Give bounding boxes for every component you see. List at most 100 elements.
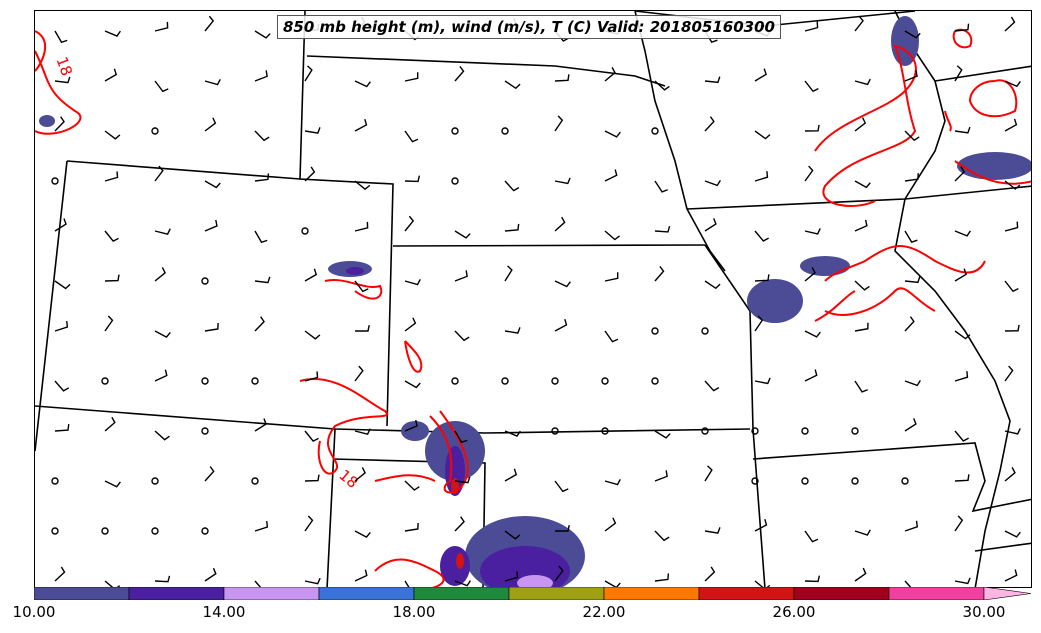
calm-wind-marker <box>201 527 209 535</box>
wind-barb <box>304 127 321 134</box>
wind-barb <box>204 180 221 189</box>
wind-barb <box>704 179 721 187</box>
wind-barb <box>204 322 219 332</box>
wind-barb <box>854 219 868 232</box>
wind-barb <box>404 72 419 82</box>
wind-barb <box>654 430 671 439</box>
wind-barb <box>654 180 668 193</box>
wind-barb <box>854 322 869 332</box>
wind-barb <box>54 116 65 132</box>
wind-barb <box>504 327 521 334</box>
wind-barb <box>754 68 767 82</box>
wind-barb <box>454 65 465 82</box>
calm-wind-marker <box>151 127 159 135</box>
calm-wind-marker <box>201 277 209 285</box>
wind-barb <box>54 320 69 332</box>
wind-barb <box>954 166 966 182</box>
wind-barb <box>954 268 967 282</box>
wind-barb <box>454 476 471 484</box>
wind-barb <box>654 265 665 282</box>
wind-barb <box>804 330 821 338</box>
wind-barb <box>1004 118 1018 132</box>
calm-wind-marker <box>851 427 859 435</box>
calm-wind-marker <box>801 477 809 485</box>
wind-barb <box>154 430 170 441</box>
wind-barb <box>1004 467 1016 482</box>
wind-barb <box>904 230 918 243</box>
wind-barb <box>354 280 369 293</box>
colorbar-tick-label: 22.00 <box>582 603 626 621</box>
wind-barb <box>954 430 969 442</box>
wind-barb <box>654 573 670 582</box>
wind-barb <box>554 216 566 232</box>
wind-barb <box>754 518 768 532</box>
wind-barb <box>754 315 764 332</box>
wind-barb <box>354 221 369 232</box>
wind-barbs <box>51 15 1021 587</box>
wind-barb <box>154 165 164 182</box>
wind-barb <box>754 171 769 182</box>
wind-barb <box>454 580 471 587</box>
wind-barb <box>554 115 564 132</box>
wind-barb <box>954 577 971 585</box>
wind-barb <box>354 428 371 435</box>
wind-barb <box>54 30 68 44</box>
wind-barb <box>154 228 171 235</box>
colorbar-cell <box>508 587 605 600</box>
calm-wind-marker <box>751 427 759 435</box>
wind-barb <box>904 316 915 332</box>
wind-barb <box>704 465 713 482</box>
wind-barb <box>454 330 470 342</box>
wind-barb <box>204 15 215 32</box>
colorbar-cell <box>698 587 795 600</box>
wind-barb <box>304 577 321 585</box>
colorbar-cell <box>888 587 985 600</box>
wind-barb <box>554 177 571 185</box>
wind-barb <box>354 118 368 132</box>
wind-barb <box>354 80 371 88</box>
wind-barb <box>404 580 410 587</box>
wind-barb <box>604 478 621 486</box>
colorbar-tick-label: 10.00 <box>12 603 56 621</box>
wind-barb <box>504 265 513 282</box>
wind-barb <box>54 280 71 290</box>
wind-barb <box>254 520 269 532</box>
calm-wind-marker <box>451 177 459 185</box>
map-plot: 18 18 <box>35 11 1031 587</box>
wind-barb <box>604 272 619 282</box>
wind-barb <box>754 580 771 587</box>
wind-barb <box>804 530 819 543</box>
wind-barb <box>104 68 118 82</box>
wind-barb <box>804 575 821 583</box>
wind-barb <box>404 480 420 491</box>
calm-wind-marker <box>101 377 109 385</box>
wind-barb <box>1004 365 1014 382</box>
wind-barb <box>304 430 319 442</box>
colorbar-tick-label: 30.00 <box>962 603 1006 621</box>
calm-wind-marker <box>301 227 309 235</box>
wind-barb <box>504 80 521 90</box>
wind-barb <box>804 21 819 32</box>
wind-barb <box>54 380 70 392</box>
calm-wind-marker <box>701 327 709 335</box>
wind-barb <box>404 419 418 432</box>
wind-barb <box>654 470 668 482</box>
wind-barb <box>304 65 313 82</box>
wind-barb <box>1004 16 1016 32</box>
wind-barb <box>404 175 421 183</box>
colorbar-cell <box>34 587 130 600</box>
wind-barb <box>54 218 67 232</box>
map-frame: 18 18 <box>34 10 1032 588</box>
calm-wind-marker <box>701 427 709 435</box>
calm-wind-marker <box>751 477 759 485</box>
wind-barb <box>854 180 871 189</box>
wind-barb <box>454 430 468 444</box>
border-utah-west <box>35 160 68 452</box>
wind-barb <box>854 280 870 291</box>
wind-barb <box>504 571 519 582</box>
wind-barb <box>404 522 419 532</box>
wind-barb <box>704 527 721 534</box>
calm-wind-marker <box>451 377 459 385</box>
wind-barb <box>254 276 271 284</box>
wind-barb <box>404 215 415 232</box>
